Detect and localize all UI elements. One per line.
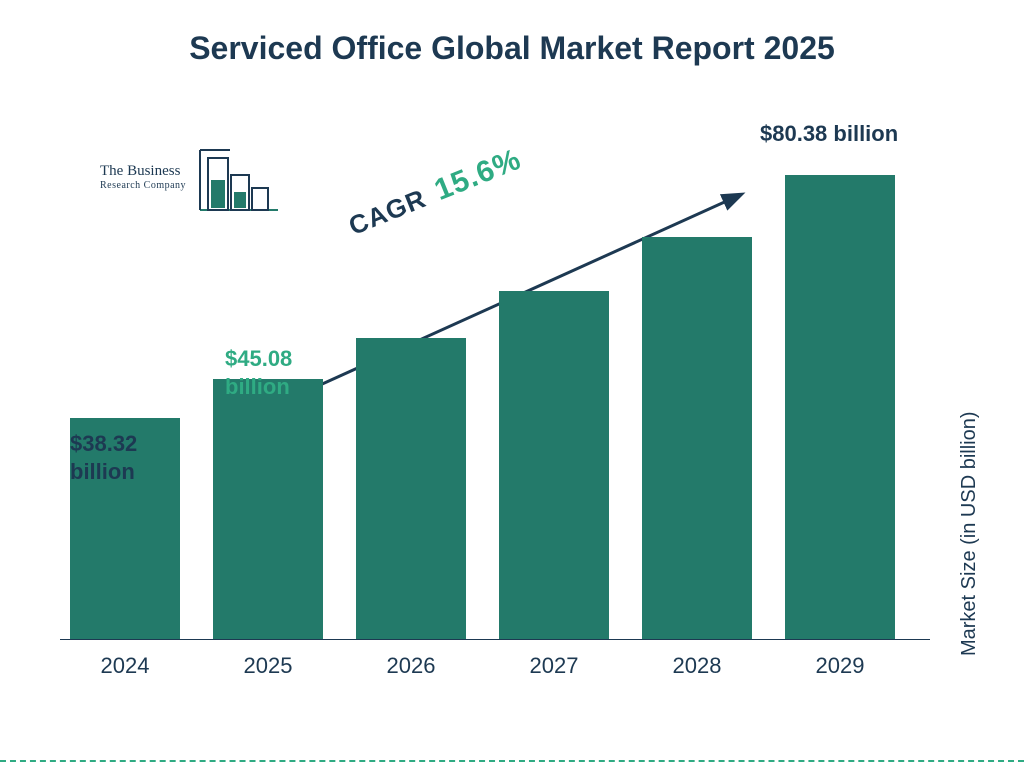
bar [356,338,466,639]
chart-title: Serviced Office Global Market Report 202… [0,0,1024,67]
x-tick-label: 2028 [642,653,752,679]
x-tick-label: 2025 [213,653,323,679]
bar-value-label: $45.08 billion [225,345,345,400]
x-tick-label: 2026 [356,653,466,679]
footer-dashed-line [0,760,1024,762]
x-tick-label: 2029 [785,653,895,679]
bar [642,237,752,639]
x-tick-label: 2027 [499,653,609,679]
x-tick-label: 2024 [70,653,180,679]
bar [213,379,323,639]
bar [785,175,895,639]
bar-chart-plot: CAGR 15.6% 202420252026202720282029$38.3… [60,120,930,640]
bar-value-label: $38.32 billion [70,430,190,485]
bar-value-label: $80.38 billion [760,120,898,148]
bar [499,291,609,639]
chart-container: The Business Research Company CAGR 15.6%… [60,120,960,680]
y-axis-label: Market Size (in USD billion) [959,412,982,657]
